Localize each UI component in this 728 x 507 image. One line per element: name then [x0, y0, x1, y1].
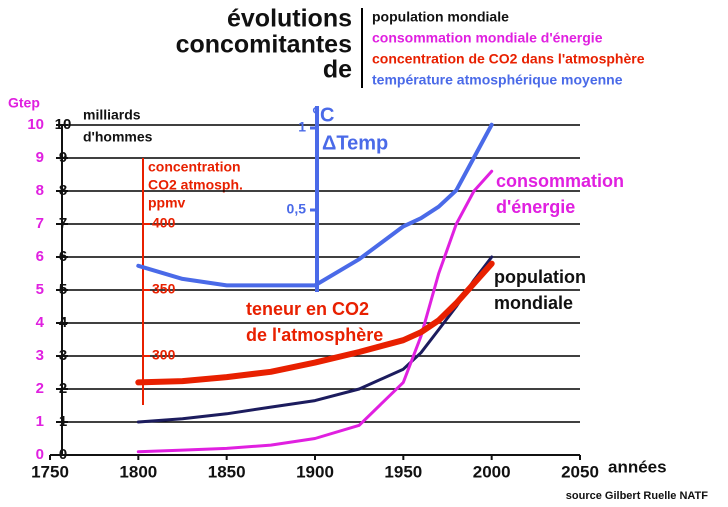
y2-label: milliards	[83, 107, 141, 123]
y-tick-label: 5	[36, 281, 44, 298]
legend-entry: population mondiale	[372, 9, 509, 25]
x-tick-label: 1750	[31, 462, 69, 481]
series-line	[136, 169, 494, 454]
series-line	[135, 260, 495, 386]
x-tick-label: 2050	[561, 462, 599, 481]
series-annotation: mondiale	[494, 293, 573, 313]
x-tick-label: 1900	[296, 462, 334, 481]
series-annotation: de l'atmosphère	[246, 325, 383, 345]
x-label: années	[608, 457, 667, 476]
legend-entry: température atmosphérique moyenne	[372, 72, 623, 88]
y2-tick-label: 10	[55, 116, 72, 133]
x-tick-label: 1800	[119, 462, 157, 481]
y-tick-label: 0	[36, 446, 44, 463]
x-tick-label: 1850	[208, 462, 246, 481]
co2-tick-label: 300	[152, 347, 176, 363]
y2-tick-label: 3	[59, 347, 67, 364]
y2-tick-label: 5	[59, 281, 67, 298]
y2-tick-label: 2	[59, 380, 67, 397]
y2-tick-label: 4	[59, 314, 68, 331]
y-tick-label: 8	[36, 182, 44, 199]
legend-entry: consommation mondiale d'énergie	[372, 30, 603, 46]
series-annotation: population	[494, 267, 586, 287]
y2-label: d'hommes	[83, 129, 153, 145]
temp-annotation: ΔTemp	[322, 132, 388, 154]
co2-label: CO2 atmosph.	[148, 177, 243, 193]
y-tick-label: 9	[36, 149, 44, 166]
chart-title: de	[323, 56, 352, 84]
x-tick-label: 2000	[473, 462, 511, 481]
x-tick-label: 1950	[384, 462, 422, 481]
source: source Gilbert Ruelle NATF	[566, 490, 708, 502]
y-tick-label: 6	[36, 248, 44, 265]
y2-tick-label: 6	[59, 248, 67, 265]
series-line	[136, 122, 494, 288]
co2-tick-label: 350	[152, 281, 176, 297]
y-tick-label: 10	[27, 116, 44, 133]
co2-label: concentration	[148, 159, 241, 175]
chart-title: évolutions	[227, 5, 352, 33]
y2-tick-label: 1	[59, 413, 67, 430]
y-tick-label: 3	[36, 347, 44, 364]
y-tick-label: 2	[36, 380, 44, 397]
temp-tick-label: 1	[298, 119, 306, 135]
chart-title: concomitantes	[176, 31, 352, 59]
y2-tick-label: 7	[59, 215, 67, 232]
series-annotation: consommation	[496, 171, 624, 191]
y-tick-label: 7	[36, 215, 44, 232]
co2-label: ppmv	[148, 195, 186, 211]
y-label: Gtep	[8, 95, 40, 111]
legend-entry: concentration de CO2 dans l'atmosphère	[372, 51, 645, 67]
y2-tick-label: 9	[59, 149, 67, 166]
series-annotation: d'énergie	[496, 197, 575, 217]
series-annotation: teneur en CO2	[246, 299, 369, 319]
y-tick-label: 1	[36, 413, 44, 430]
y-tick-label: 4	[36, 314, 45, 331]
temp-tick-label: 0,5	[287, 201, 307, 217]
y2-tick-label: 8	[59, 182, 67, 199]
co2-tick-label: 400	[152, 215, 176, 231]
